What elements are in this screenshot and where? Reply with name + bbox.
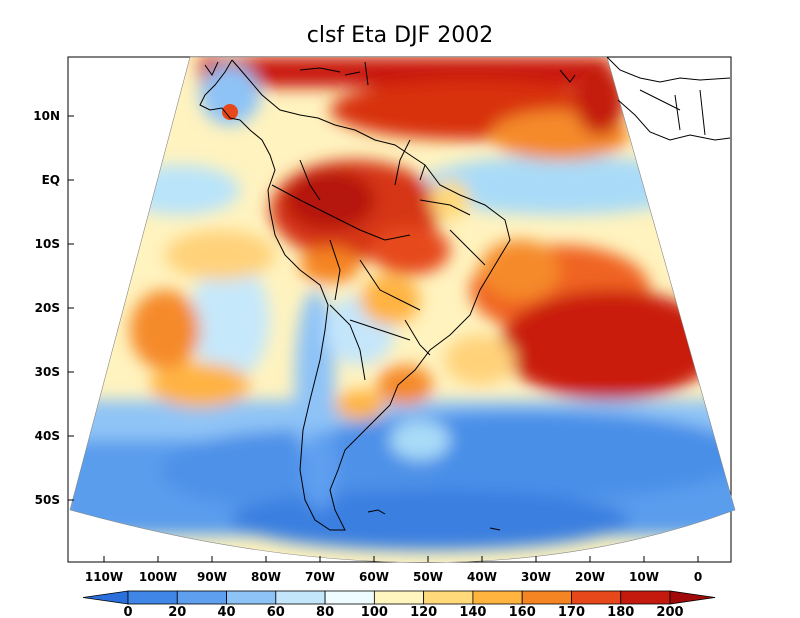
- colorbar-arrow-high: [669, 590, 716, 605]
- colorbar-box: [472, 590, 523, 605]
- lon-label-60w: 60W: [359, 570, 389, 584]
- colorbar-label: 140: [459, 605, 486, 618]
- field-layer: [70, 57, 735, 562]
- lon-label-0: 0: [694, 570, 702, 584]
- lon-label-40w: 40W: [467, 570, 497, 584]
- colorbar-box: [571, 590, 622, 605]
- lon-label-80w: 80W: [251, 570, 281, 584]
- coastlines: [199, 56, 731, 531]
- colorbar-box: [127, 590, 178, 605]
- colorbar-label: 80: [316, 605, 334, 618]
- colorbar-label: 0: [123, 605, 132, 618]
- colorbar-box: [176, 590, 227, 605]
- lon-label-70w: 70W: [305, 570, 335, 584]
- colorbar-box: [275, 590, 326, 605]
- colorbar-label: 100: [361, 605, 388, 618]
- colorbar-box: [373, 590, 425, 605]
- colorbar-box: [620, 590, 671, 605]
- lat-label-eq: EQ: [42, 173, 60, 187]
- plot-title: clsf Eta DJF 2002: [307, 23, 493, 48]
- colorbar-label: 20: [168, 605, 186, 618]
- lat-label-40s: 40S: [35, 429, 60, 443]
- lon-label-110w: 110W: [85, 570, 123, 584]
- colorbar: 0 20 40 60 80 100 120 140 160 170 180 200: [82, 590, 716, 618]
- colorbar-box: [521, 590, 572, 605]
- lon-label-100w: 100W: [139, 570, 177, 584]
- lon-label-30w: 30W: [521, 570, 551, 584]
- lat-label-10n: 10N: [33, 109, 60, 123]
- lat-axis: 10N EQ 10S 20S 30S 40S 50S: [33, 109, 74, 507]
- colorbar-label: 40: [217, 605, 235, 618]
- lat-label-10s: 10S: [35, 237, 60, 251]
- lat-label-20s: 20S: [35, 301, 60, 315]
- lon-axis: 110W 100W 90W 80W 70W 60W 50W 40W 30W 20…: [85, 556, 702, 584]
- domain-outline: [69, 56, 736, 563]
- lat-label-50s: 50S: [35, 493, 60, 507]
- colorbar-label: 170: [558, 605, 585, 618]
- colorbar-label: 180: [607, 605, 634, 618]
- colorbar-label: 60: [267, 605, 285, 618]
- colorbar-arrow-low: [82, 590, 129, 605]
- lon-label-10w: 10W: [629, 570, 659, 584]
- colorbar-box: [423, 590, 474, 605]
- colorbar-label: 160: [509, 605, 536, 618]
- lon-label-50w: 50W: [413, 570, 443, 584]
- colorbar-box: [226, 590, 277, 605]
- lon-label-90w: 90W: [197, 570, 227, 584]
- lon-label-20w: 20W: [575, 570, 605, 584]
- colorbar-label: 120: [410, 605, 437, 618]
- lat-label-30s: 30S: [35, 365, 60, 379]
- colorbar-label: 200: [656, 605, 683, 618]
- colorbar-box: [324, 590, 375, 605]
